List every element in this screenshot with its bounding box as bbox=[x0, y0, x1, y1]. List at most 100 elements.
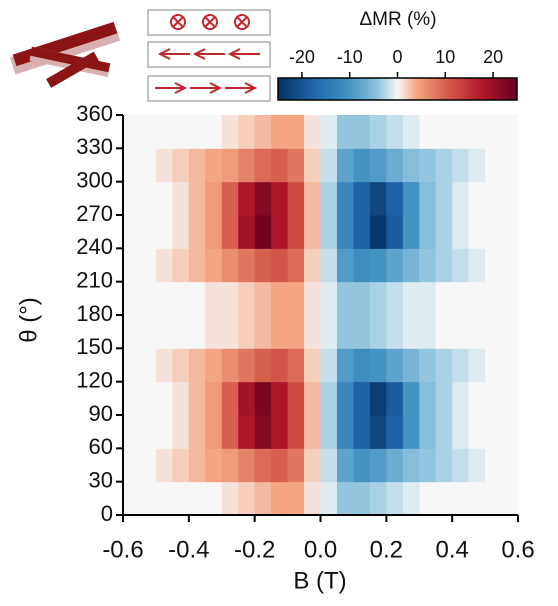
heatmap-cell bbox=[123, 315, 140, 349]
heatmap-cell bbox=[287, 248, 305, 283]
heatmap-cell bbox=[452, 181, 470, 216]
heatmap-cell bbox=[238, 381, 256, 416]
heatmap-cell bbox=[221, 115, 239, 149]
heatmap-cell bbox=[304, 281, 321, 316]
colorbar-tick-label: 20 bbox=[483, 47, 503, 67]
heatmap-cell bbox=[304, 348, 321, 383]
heatmap-cell bbox=[369, 481, 387, 516]
heatmap-cell bbox=[205, 181, 223, 216]
heatmap-cell bbox=[468, 181, 486, 216]
y-tick-label: 90 bbox=[89, 401, 113, 426]
heatmap-cell bbox=[435, 348, 453, 383]
heatmap-cell bbox=[254, 448, 272, 483]
heatmap-cell bbox=[353, 281, 371, 316]
heatmap-cell bbox=[188, 448, 206, 483]
heatmap-cell bbox=[501, 448, 519, 483]
x-tick-label: -0.2 bbox=[234, 536, 275, 563]
heatmap-cell bbox=[386, 448, 404, 483]
heatmap-cell bbox=[155, 348, 173, 383]
heatmap-cell bbox=[221, 381, 239, 416]
heatmap-cell bbox=[353, 481, 371, 516]
heatmap-cell bbox=[419, 281, 437, 316]
heatmap-cell bbox=[155, 115, 173, 149]
heatmap-cell bbox=[452, 248, 470, 283]
heatmap-cell bbox=[139, 348, 157, 383]
heatmap-cell bbox=[485, 315, 503, 349]
heatmap-cell bbox=[369, 348, 387, 383]
heatmap-cell bbox=[123, 181, 140, 216]
heatmap-cell bbox=[353, 215, 371, 249]
colorbar-tick-label: -10 bbox=[337, 47, 363, 67]
y-tick-label: 150 bbox=[76, 334, 113, 359]
heatmap-cell bbox=[402, 181, 420, 216]
heatmap-cell bbox=[304, 215, 321, 249]
heatmap-cell bbox=[271, 181, 289, 216]
y-tick-label: 60 bbox=[89, 434, 113, 459]
heatmap-cell bbox=[271, 348, 289, 383]
heatmap-cell bbox=[221, 181, 239, 216]
heatmap-cell bbox=[123, 281, 140, 316]
y-axis-label: θ (°) bbox=[15, 297, 42, 343]
heatmap-cell bbox=[452, 448, 470, 483]
heatmap-cell bbox=[139, 415, 157, 449]
heatmap-cell bbox=[419, 181, 437, 216]
heatmap-cell bbox=[369, 215, 387, 249]
heatmap-cell bbox=[468, 281, 486, 316]
heatmap-cell bbox=[402, 448, 420, 483]
heatmap-cell bbox=[485, 448, 503, 483]
heatmap-cell bbox=[172, 415, 190, 449]
heatmap-cell bbox=[336, 481, 354, 516]
sample-icon bbox=[9, 21, 121, 88]
x-tick-label: 0.4 bbox=[435, 536, 468, 563]
heatmap-cell bbox=[205, 348, 223, 383]
heatmap-cell bbox=[369, 248, 387, 283]
heatmap-cell bbox=[304, 481, 321, 516]
heatmap-cell bbox=[485, 215, 503, 249]
heatmap-cell bbox=[287, 448, 305, 483]
heatmap-cell bbox=[485, 115, 503, 149]
heatmap-cell bbox=[139, 248, 157, 283]
heatmap-cell bbox=[172, 381, 190, 416]
heatmap-cell bbox=[353, 415, 371, 449]
heatmap-cell bbox=[188, 381, 206, 416]
heatmap-cell bbox=[336, 215, 354, 249]
heatmap-cell bbox=[320, 315, 338, 349]
heatmap-cell bbox=[188, 181, 206, 216]
heatmap-cell bbox=[287, 115, 305, 149]
heatmap-cell bbox=[287, 181, 305, 216]
y-tick-label: 300 bbox=[76, 167, 113, 192]
colorbar-tick-label: 10 bbox=[435, 47, 455, 67]
heatmap-cell bbox=[238, 248, 256, 283]
heatmap-cell bbox=[501, 348, 519, 383]
x-tick-label: 0.6 bbox=[501, 536, 534, 563]
heatmap-cell bbox=[320, 348, 338, 383]
heatmap-cell bbox=[123, 481, 140, 516]
heatmap-cell bbox=[188, 315, 206, 349]
heatmap-cell bbox=[468, 415, 486, 449]
heatmap-cell bbox=[336, 281, 354, 316]
heatmap-cell bbox=[188, 348, 206, 383]
colorbar bbox=[277, 77, 518, 101]
heatmap-cell bbox=[238, 315, 256, 349]
heatmap-cell bbox=[304, 181, 321, 216]
heatmap-cell bbox=[336, 248, 354, 283]
heatmap-cell bbox=[123, 348, 140, 383]
heatmap-cell bbox=[452, 415, 470, 449]
heatmap-cell bbox=[452, 348, 470, 383]
heatmap-cell bbox=[501, 315, 519, 349]
heatmap-cell bbox=[402, 215, 420, 249]
x-tick-label: -0.6 bbox=[102, 536, 143, 563]
y-tick-label: 270 bbox=[76, 201, 113, 226]
heatmap-cell bbox=[271, 415, 289, 449]
heatmap-cell bbox=[205, 248, 223, 283]
heatmap-cell bbox=[238, 181, 256, 216]
heatmap-cell bbox=[155, 181, 173, 216]
heatmap-cell bbox=[205, 448, 223, 483]
heatmap-cell bbox=[435, 181, 453, 216]
heatmap-cell bbox=[287, 281, 305, 316]
heatmap-cell bbox=[386, 348, 404, 383]
heatmap-cell bbox=[435, 215, 453, 249]
heatmap-cell bbox=[271, 448, 289, 483]
x-tick-label: -0.4 bbox=[168, 536, 209, 563]
heatmap-cell bbox=[386, 481, 404, 516]
